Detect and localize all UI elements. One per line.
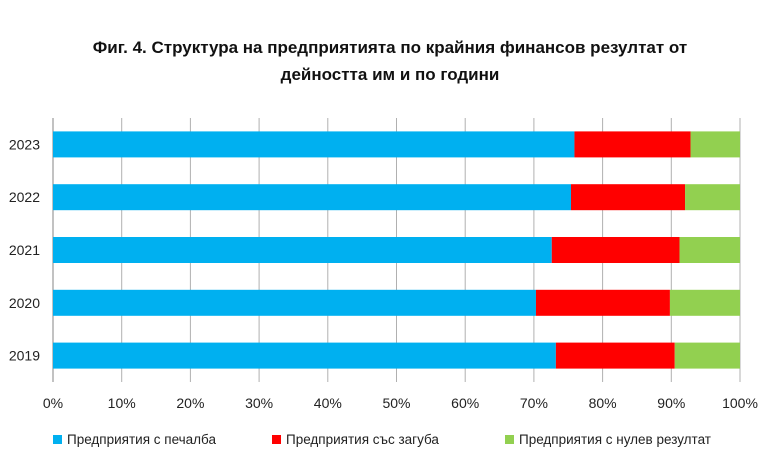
- bar-segment: [690, 131, 740, 158]
- y-tick-label: 2023: [9, 136, 40, 152]
- y-tick-label: 2020: [9, 295, 40, 311]
- legend-swatch: [53, 435, 62, 444]
- bar-segment: [685, 184, 740, 211]
- chart-legend: Предприятия с печалба Предприятия със заг…: [0, 432, 780, 452]
- legend-swatch: [505, 435, 514, 444]
- legend-label: Предприятия със загуба: [286, 432, 439, 447]
- legend-label: Предприятия с печалба: [67, 432, 216, 447]
- x-tick-label: 70%: [520, 395, 548, 411]
- x-tick-label: 60%: [451, 395, 479, 411]
- bar-segment: [674, 342, 740, 369]
- y-tick-label: 2021: [9, 242, 40, 258]
- legend-item: Предприятия със загуба: [272, 432, 439, 447]
- bar-segment: [53, 237, 552, 263]
- chart-title-line-2: дейността им и по години: [280, 65, 500, 84]
- bar-segment: [53, 131, 575, 158]
- bar-segment: [535, 289, 670, 316]
- bar-segment: [574, 131, 691, 158]
- bar-segment: [551, 237, 680, 263]
- bar-segment: [53, 184, 571, 211]
- bar-segment: [555, 342, 675, 369]
- y-tick-label: 2019: [9, 348, 40, 364]
- x-tick-label: 100%: [722, 395, 758, 411]
- x-tick-label: 90%: [657, 395, 685, 411]
- bar-segment: [570, 184, 686, 211]
- bar-segment: [679, 237, 740, 263]
- chart-title: Фиг. 4. Структура на предприятията по кр…: [0, 34, 780, 88]
- legend-item: Предприятия с печалба: [53, 432, 216, 447]
- y-tick-label: 2022: [9, 189, 40, 205]
- x-tick-label: 80%: [589, 395, 617, 411]
- x-tick-label: 40%: [314, 395, 342, 411]
- bar-segment: [669, 289, 740, 316]
- x-tick-label: 0%: [43, 395, 63, 411]
- x-tick-label: 10%: [108, 395, 136, 411]
- bar-segment: [53, 289, 536, 316]
- x-tick-label: 30%: [245, 395, 273, 411]
- chart-title-line-1: Фиг. 4. Структура на предприятията по кр…: [92, 38, 688, 57]
- legend-label: Предприятия с нулев резултат: [519, 432, 711, 447]
- x-tick-label: 20%: [176, 395, 204, 411]
- legend-swatch: [272, 435, 281, 444]
- x-tick-label: 50%: [382, 395, 410, 411]
- bar-segment: [53, 342, 556, 369]
- legend-item: Предприятия с нулев резултат: [505, 432, 711, 447]
